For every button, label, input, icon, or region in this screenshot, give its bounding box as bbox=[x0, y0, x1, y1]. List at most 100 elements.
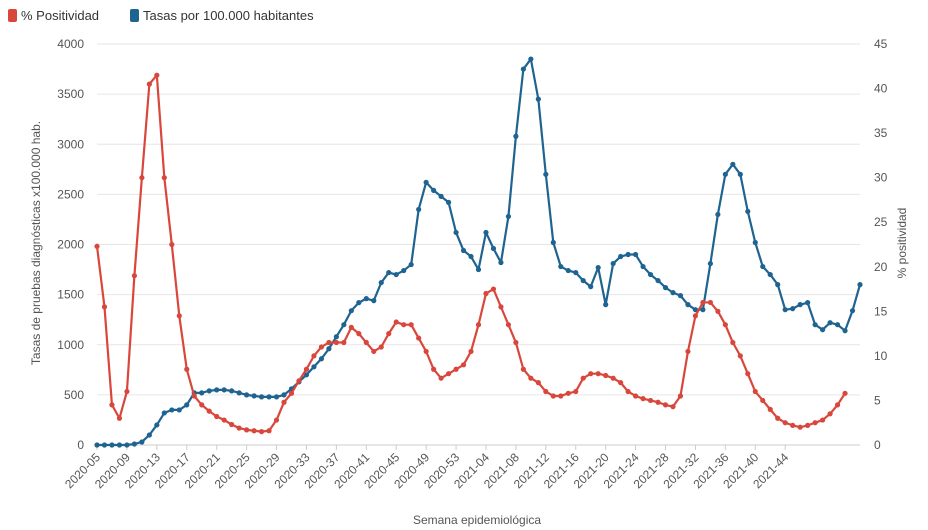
data-point-positividad[interactable] bbox=[333, 339, 339, 346]
data-point-tasas[interactable] bbox=[161, 410, 167, 416]
legend[interactable]: % Positividad Tasas por 100.000 habitant… bbox=[8, 8, 314, 23]
data-point-tasas[interactable] bbox=[445, 199, 452, 205]
data-point-positividad[interactable] bbox=[124, 388, 130, 395]
data-point-tasas[interactable] bbox=[139, 439, 145, 445]
data-point-positividad[interactable] bbox=[258, 429, 265, 435]
data-point-tasas[interactable] bbox=[416, 206, 422, 213]
data-point-tasas[interactable] bbox=[610, 260, 616, 267]
data-point-tasas[interactable] bbox=[199, 390, 205, 396]
data-point-positividad[interactable] bbox=[401, 322, 407, 328]
data-point-positividad[interactable] bbox=[603, 372, 609, 379]
data-point-tasas[interactable] bbox=[670, 290, 676, 296]
data-point-tasas[interactable] bbox=[647, 271, 654, 278]
data-point-positividad[interactable] bbox=[498, 304, 504, 310]
data-point-tasas[interactable] bbox=[550, 239, 556, 246]
data-point-tasas[interactable] bbox=[124, 442, 130, 448]
data-point-tasas[interactable] bbox=[266, 394, 272, 400]
data-point-positividad[interactable] bbox=[214, 413, 220, 420]
data-point-positividad[interactable] bbox=[438, 375, 444, 381]
data-point-tasas[interactable] bbox=[116, 442, 123, 448]
data-point-tasas[interactable] bbox=[715, 211, 721, 218]
data-point-tasas[interactable] bbox=[146, 432, 152, 438]
data-point-positividad[interactable] bbox=[842, 390, 848, 396]
data-point-tasas[interactable] bbox=[101, 442, 108, 448]
data-point-tasas[interactable] bbox=[640, 263, 646, 270]
data-point-tasas[interactable] bbox=[318, 356, 325, 362]
data-point-positividad[interactable] bbox=[760, 397, 766, 404]
data-point-positividad[interactable] bbox=[199, 402, 205, 408]
data-point-positividad[interactable] bbox=[700, 299, 706, 306]
data-point-tasas[interactable] bbox=[423, 179, 429, 185]
data-point-tasas[interactable] bbox=[632, 251, 639, 258]
data-point-positividad[interactable] bbox=[393, 319, 399, 325]
data-point-positividad[interactable] bbox=[423, 348, 429, 355]
data-point-positividad[interactable] bbox=[244, 427, 250, 433]
data-point-tasas[interactable] bbox=[169, 407, 175, 413]
data-point-positividad[interactable] bbox=[513, 339, 519, 346]
data-point-tasas[interactable] bbox=[775, 282, 781, 288]
data-point-positividad[interactable] bbox=[311, 353, 317, 359]
data-point-positividad[interactable] bbox=[318, 344, 325, 350]
data-point-positividad[interactable] bbox=[655, 399, 661, 405]
data-point-tasas[interactable] bbox=[206, 388, 212, 394]
data-point-tasas[interactable] bbox=[386, 269, 392, 276]
data-point-tasas[interactable] bbox=[737, 171, 743, 177]
data-point-positividad[interactable] bbox=[543, 388, 549, 395]
data-point-positividad[interactable] bbox=[386, 331, 392, 337]
data-point-positividad[interactable] bbox=[229, 421, 235, 428]
data-point-tasas[interactable] bbox=[94, 442, 100, 448]
data-point-positividad[interactable] bbox=[169, 241, 175, 248]
data-point-positividad[interactable] bbox=[752, 388, 758, 395]
data-point-positividad[interactable] bbox=[356, 331, 362, 337]
data-point-positividad[interactable] bbox=[139, 175, 145, 181]
data-point-tasas[interactable] bbox=[438, 193, 444, 199]
data-point-tasas[interactable] bbox=[348, 308, 354, 314]
data-point-positividad[interactable] bbox=[670, 404, 676, 410]
data-point-positividad[interactable] bbox=[565, 390, 571, 396]
data-point-positividad[interactable] bbox=[445, 371, 452, 377]
data-point-tasas[interactable] bbox=[595, 264, 601, 271]
data-point-tasas[interactable] bbox=[692, 307, 699, 313]
data-point-tasas[interactable] bbox=[258, 394, 265, 400]
data-point-positividad[interactable] bbox=[625, 388, 631, 395]
data-point-tasas[interactable] bbox=[707, 260, 713, 267]
data-point-positividad[interactable] bbox=[610, 375, 616, 381]
data-point-tasas[interactable] bbox=[588, 284, 594, 290]
data-point-positividad[interactable] bbox=[558, 393, 564, 399]
data-point-tasas[interactable] bbox=[131, 441, 138, 447]
data-point-tasas[interactable] bbox=[722, 171, 728, 177]
data-point-positividad[interactable] bbox=[647, 397, 654, 404]
data-point-positividad[interactable] bbox=[573, 388, 579, 395]
data-point-tasas[interactable] bbox=[303, 372, 310, 378]
data-point-positividad[interactable] bbox=[288, 390, 295, 396]
data-point-positividad[interactable] bbox=[475, 322, 482, 328]
data-point-tasas[interactable] bbox=[453, 229, 459, 236]
data-point-positividad[interactable] bbox=[692, 313, 699, 319]
data-point-positividad[interactable] bbox=[632, 393, 639, 399]
data-point-tasas[interactable] bbox=[184, 402, 190, 408]
data-point-positividad[interactable] bbox=[812, 420, 818, 426]
data-point-tasas[interactable] bbox=[221, 387, 227, 393]
data-point-tasas[interactable] bbox=[700, 307, 706, 313]
data-point-tasas[interactable] bbox=[498, 259, 504, 266]
data-point-tasas[interactable] bbox=[460, 247, 467, 254]
data-point-tasas[interactable] bbox=[483, 229, 489, 236]
data-point-tasas[interactable] bbox=[655, 277, 661, 284]
data-point-positividad[interactable] bbox=[281, 399, 287, 405]
data-point-tasas[interactable] bbox=[505, 213, 512, 220]
data-point-tasas[interactable] bbox=[819, 327, 826, 333]
data-point-tasas[interactable] bbox=[565, 267, 571, 274]
data-point-tasas[interactable] bbox=[273, 394, 280, 400]
data-point-positividad[interactable] bbox=[834, 402, 841, 408]
data-point-tasas[interactable] bbox=[535, 96, 541, 102]
data-point-positividad[interactable] bbox=[722, 322, 728, 328]
data-point-tasas[interactable] bbox=[812, 322, 818, 328]
data-point-positividad[interactable] bbox=[326, 339, 332, 346]
data-point-positividad[interactable] bbox=[266, 428, 272, 434]
data-point-positividad[interactable] bbox=[416, 335, 422, 341]
data-point-positividad[interactable] bbox=[797, 424, 803, 430]
data-point-tasas[interactable] bbox=[401, 267, 407, 274]
data-point-tasas[interactable] bbox=[356, 300, 362, 306]
data-point-positividad[interactable] bbox=[453, 366, 459, 372]
data-point-tasas[interactable] bbox=[431, 187, 437, 193]
